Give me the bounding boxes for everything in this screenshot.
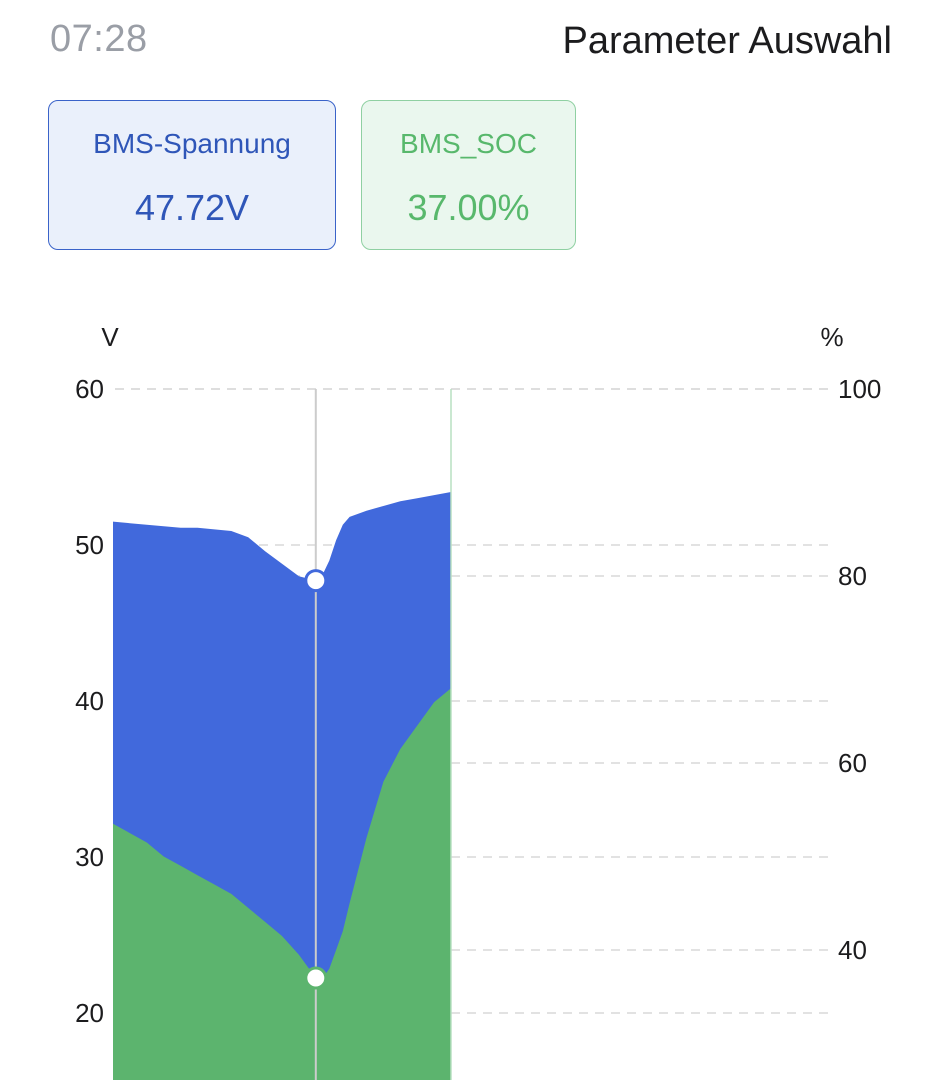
left-axis-unit: V — [101, 322, 119, 352]
voltage-card-label: BMS-Spannung — [93, 128, 291, 159]
right-tick-40: 40 — [838, 935, 867, 965]
left-tick-60: 60 — [75, 374, 104, 404]
soc-card-value: 37.00% — [407, 187, 530, 228]
soc-cursor-point — [304, 966, 328, 990]
voltage-cursor-point — [304, 569, 328, 593]
voltage-card[interactable]: BMS-Spannung 47.72V — [48, 100, 336, 250]
cursor-layer — [304, 389, 328, 1080]
series-areas — [113, 389, 452, 1080]
right-axis-unit: % — [820, 322, 843, 352]
right-tick-60: 60 — [838, 748, 867, 778]
left-tick-30: 30 — [75, 842, 104, 872]
left-tick-20: 20 — [75, 998, 104, 1028]
tick-labels: 60 50 40 30 20 100 80 60 40 — [75, 374, 881, 1028]
status-time: 07:28 — [50, 18, 148, 60]
left-tick-40: 40 — [75, 686, 104, 716]
page-title[interactable]: Parameter Auswahl — [562, 20, 893, 62]
soc-card-label: BMS_SOC — [400, 128, 537, 159]
voltage-card-value: 47.72V — [134, 187, 250, 228]
left-tick-50: 50 — [75, 530, 104, 560]
right-tick-100: 100 — [838, 374, 881, 404]
voltage-soc-chart[interactable]: V % 60 50 40 30 20 100 80 60 40 — [0, 300, 942, 1080]
soc-card[interactable]: BMS_SOC 37.00% — [361, 100, 576, 250]
right-tick-80: 80 — [838, 561, 867, 591]
soc-area — [113, 688, 451, 1080]
